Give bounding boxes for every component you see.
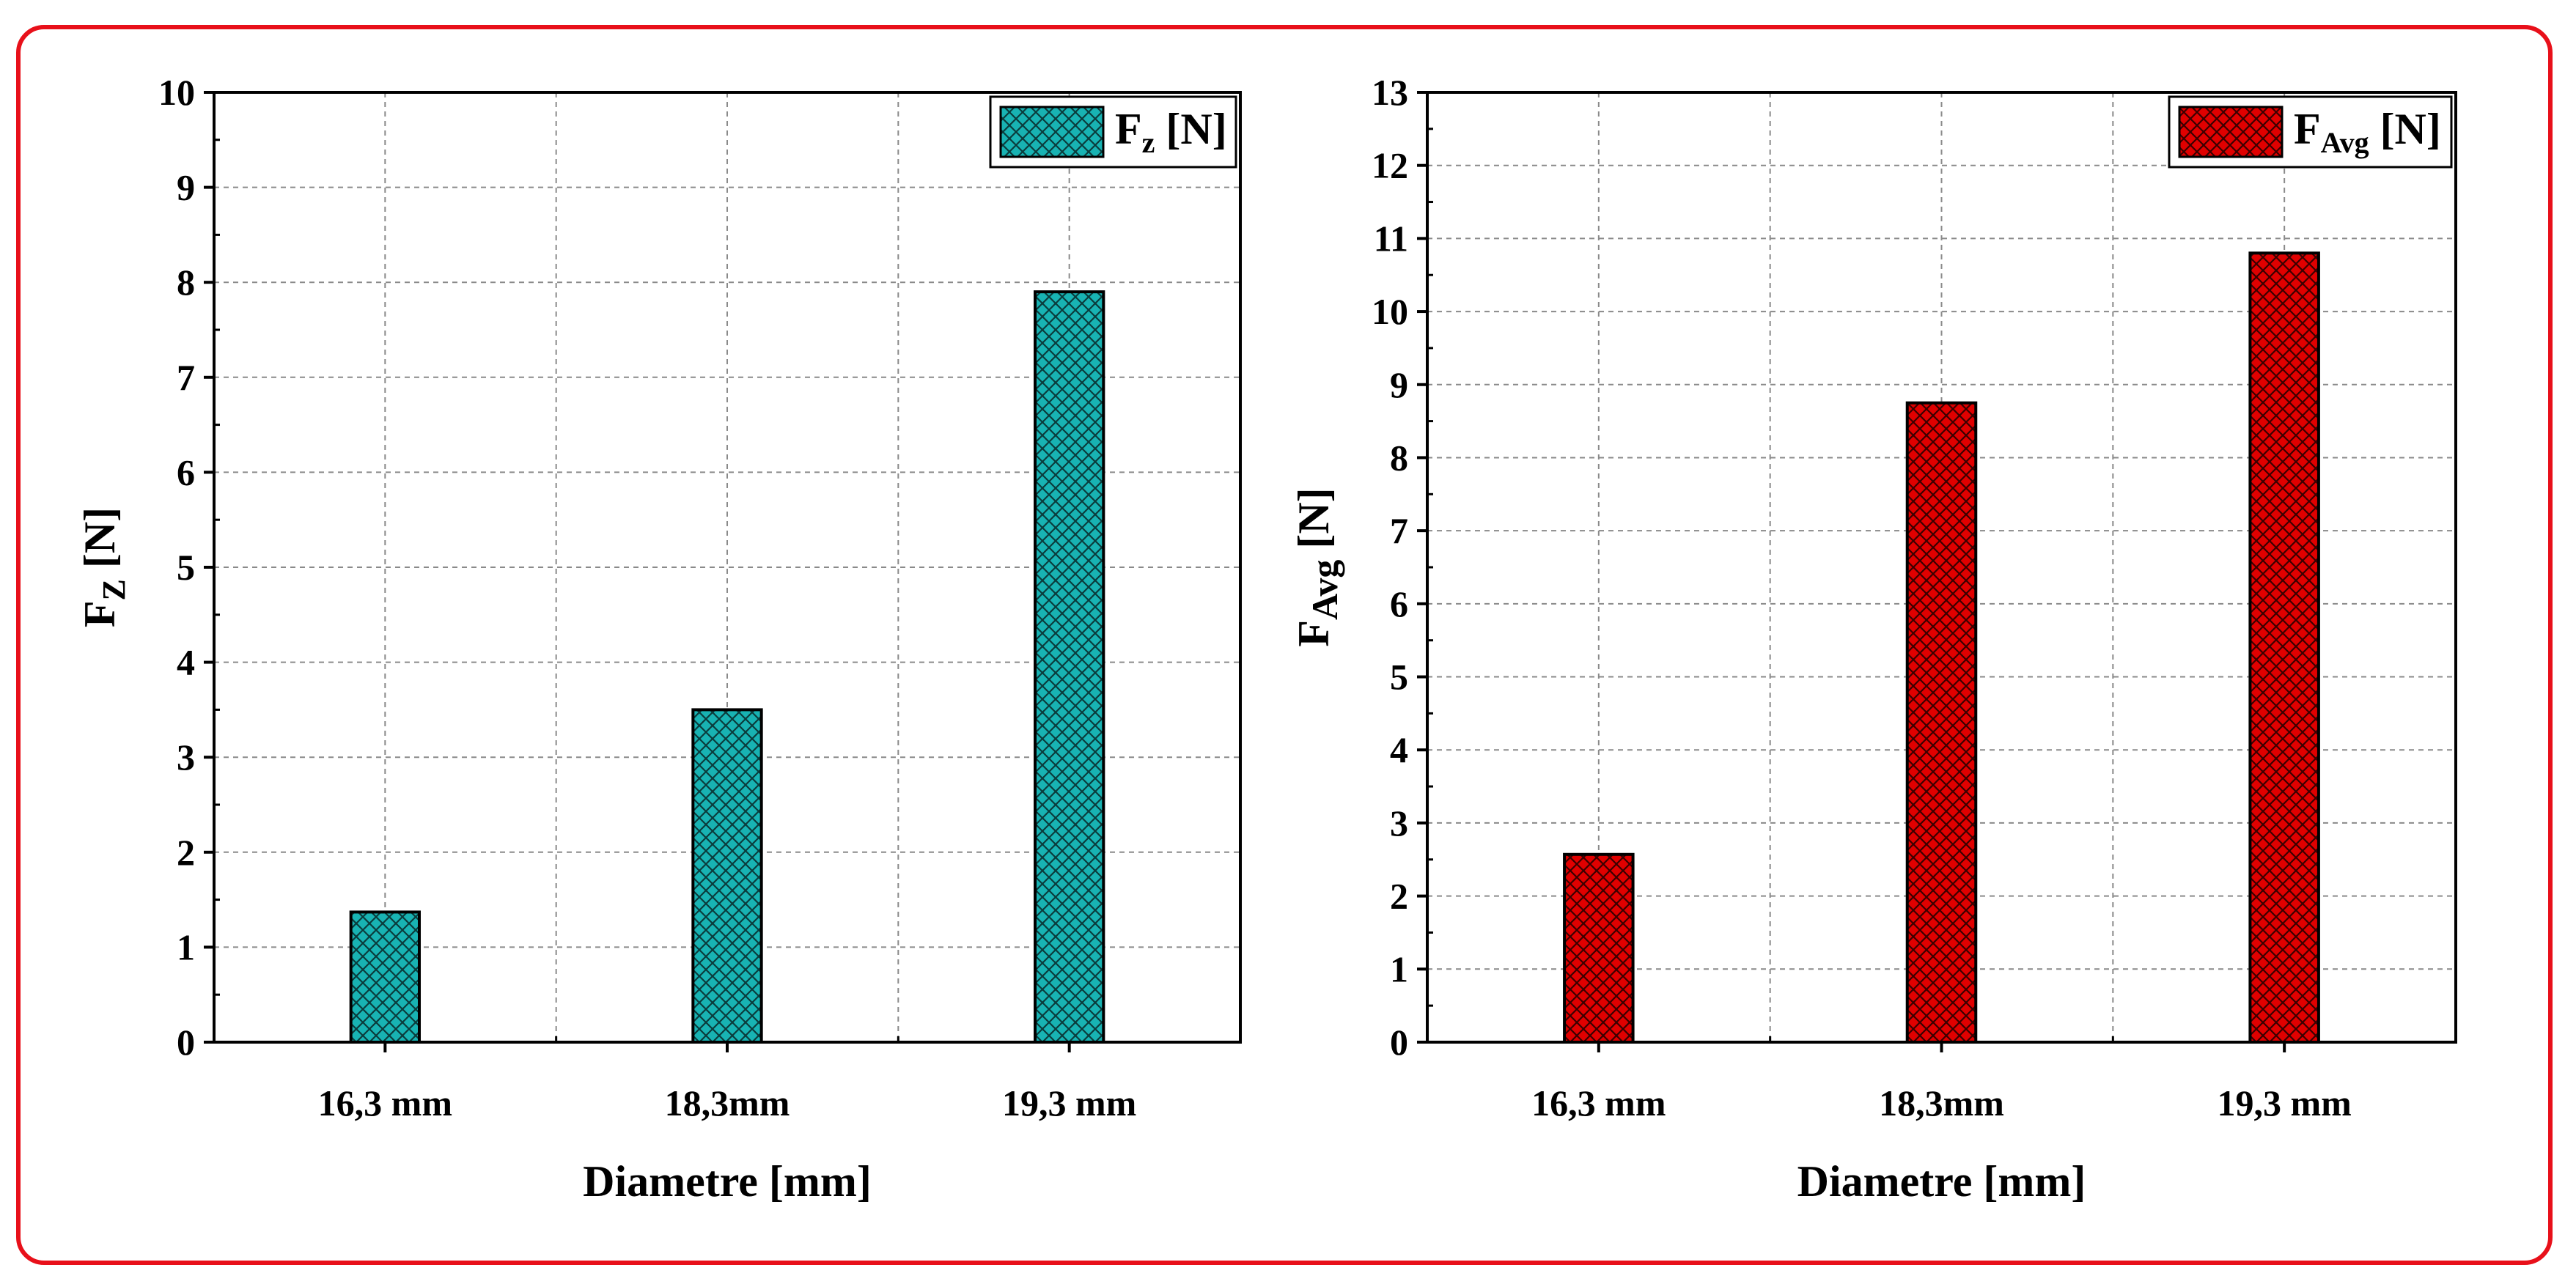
- y-tick-label: 0: [1390, 1022, 1408, 1063]
- y-axis: 0 1 2 3 4 5 6 7 8 9 10: [158, 72, 220, 1063]
- y-tick-label: 13: [1372, 72, 1408, 113]
- legend-label-sub: Avg: [2321, 126, 2369, 159]
- legend-swatch: [999, 106, 1105, 158]
- x-axis-title: Diametre [mm]: [583, 1157, 872, 1206]
- y-axis-title-sub: Z: [96, 579, 132, 600]
- y-tick-label: 6: [177, 451, 195, 492]
- x-tick-label: 19,3 mm: [2218, 1082, 2352, 1124]
- y-axis-title-main: F: [76, 601, 124, 628]
- x-tick-label: 16,3 mm: [318, 1082, 452, 1124]
- y-axis-title-sub: Avg: [1304, 560, 1345, 620]
- bar-series: [1563, 251, 2320, 1044]
- bar: [1905, 401, 1978, 1044]
- y-tick-label: 7: [177, 357, 195, 398]
- legend-label-sub: z: [1142, 126, 1155, 159]
- y-tick-label: 10: [1372, 291, 1408, 332]
- x-tick-label: 18,3mm: [1879, 1082, 2004, 1124]
- y-tick-label: 4: [177, 642, 195, 683]
- x-tick-label: 18,3mm: [665, 1082, 790, 1124]
- bar: [2248, 251, 2320, 1044]
- x-axis-title: Diametre [mm]: [1797, 1157, 2086, 1206]
- x-axis: 16,3 mm 18,3mm 19,3 mm: [213, 1036, 1242, 1124]
- y-tick-label: 3: [177, 737, 195, 778]
- legend-label-rest: [N]: [2369, 105, 2441, 153]
- figure-border: [16, 25, 2553, 1265]
- y-axis-title-rest: [N]: [76, 507, 124, 579]
- y-tick-label: 6: [1390, 583, 1408, 624]
- y-axis-title: FAvg [N]: [1289, 487, 1345, 646]
- y-tick-label: 1: [1390, 948, 1408, 989]
- y-tick-label: 7: [1390, 510, 1408, 551]
- legend-swatch: [2178, 106, 2284, 158]
- x-tick-label: 19,3 mm: [1002, 1082, 1136, 1124]
- y-tick-label: 2: [1390, 876, 1408, 917]
- bar: [349, 910, 421, 1044]
- bar: [1563, 852, 1635, 1044]
- y-tick-label: 8: [1390, 437, 1408, 478]
- bar-series: [349, 290, 1105, 1044]
- y-tick-label: 3: [1390, 802, 1408, 844]
- y-tick-label: 8: [177, 262, 195, 303]
- bar: [691, 708, 763, 1044]
- legend-label: Fz [N]: [1115, 105, 1227, 159]
- legend-label-main: F: [2294, 105, 2321, 153]
- y-axis-title-rest: [N]: [1289, 487, 1338, 559]
- x-axis: 16,3 mm 18,3mm 19,3 mm: [1426, 1036, 2457, 1124]
- legend-label-main: F: [1115, 105, 1142, 153]
- y-tick-label: 1: [177, 926, 195, 967]
- x-tick-label: 16,3 mm: [1531, 1082, 1666, 1124]
- y-axis-title: FZ [N]: [76, 507, 132, 627]
- bar: [1034, 290, 1105, 1044]
- y-tick-label: 10: [158, 72, 195, 113]
- fz-bar-chart: 0 1 2 3 4 5 6 7 8 9 10 16,3 mm 18,3mm 19,3 mm Diamet…: [76, 72, 1242, 1206]
- y-axis-title-main: F: [1289, 620, 1338, 647]
- y-tick-label: 2: [177, 832, 195, 873]
- y-tick-label: 9: [1390, 364, 1408, 405]
- y-tick-label: 11: [1374, 218, 1408, 259]
- y-tick-label: 4: [1390, 729, 1408, 770]
- y-tick-label: 5: [177, 547, 195, 588]
- legend: Fz [N]: [989, 95, 1237, 169]
- legend-label-rest: [N]: [1155, 105, 1226, 153]
- y-tick-label: 5: [1390, 657, 1408, 698]
- y-tick-label: 12: [1372, 145, 1408, 186]
- y-tick-label: 0: [177, 1022, 195, 1063]
- y-tick-label: 9: [177, 167, 195, 208]
- legend-label: FAvg [N]: [2294, 105, 2441, 159]
- legend: FAvg [N]: [2168, 95, 2453, 169]
